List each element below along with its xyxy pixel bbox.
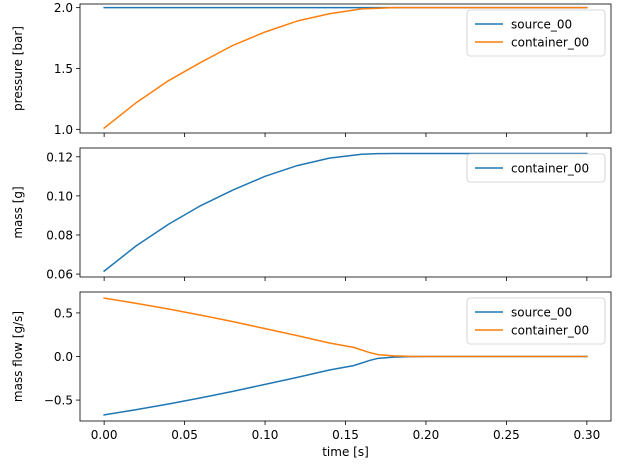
subplot-1: 1.0 1.5 2.0 pressure [bar] source_00 containe… (11, 1, 612, 137)
x-tick-label: 0.05 (171, 428, 198, 442)
y-tick-label: 0.5 (54, 306, 73, 320)
legend-label: source_00 (511, 306, 572, 320)
legend: container_00 (466, 153, 606, 183)
series-line-container-00 (103, 297, 588, 358)
legend-label: container_00 (511, 162, 589, 176)
y-axis-label: pressure [bar] (11, 26, 25, 111)
legend-box (466, 9, 606, 57)
y-tick-label: 0.06 (46, 268, 73, 282)
x-tick-label: 0.00 (91, 428, 118, 442)
x-tick-label: 0.20 (413, 428, 440, 442)
series-line-container-00 (103, 152, 588, 273)
subplot-3: 0.00 0.05 0.10 0.15 0.20 0.25 0.30 −0.5 0.0 0.5 ma… (11, 291, 612, 459)
legend-box (466, 153, 606, 183)
y-axis-label: mass flow [g/s] (11, 311, 25, 402)
y-tick-label: 0.12 (46, 150, 73, 164)
y-tick-label: 0.08 (46, 228, 73, 242)
legend-box (466, 297, 606, 345)
y-tick-label: 0.0 (54, 350, 73, 364)
legend-label: container_00 (511, 324, 589, 338)
x-tick-label: 0.10 (252, 428, 279, 442)
y-tick-label: 2.0 (54, 1, 73, 15)
subplot-2: 0.06 0.08 0.10 0.12 mass [g] container_00 (11, 147, 612, 282)
x-tick-label: 0.30 (574, 428, 601, 442)
x-axis-label: time [s] (322, 445, 369, 459)
legend-label: container_00 (511, 36, 589, 50)
x-tick-label: 0.25 (493, 428, 520, 442)
y-tick-label: 1.5 (54, 62, 73, 76)
series-line-container-00 (103, 6, 588, 130)
legend: source_00 container_00 (466, 297, 606, 345)
legend-label: source_00 (511, 18, 572, 32)
series-line-source-00 (103, 355, 588, 416)
y-tick-label: −0.5 (44, 394, 73, 408)
legend: source_00 container_00 (466, 9, 606, 57)
y-tick-label: 0.10 (46, 189, 73, 203)
y-axis-label: mass [g] (11, 186, 25, 238)
y-tick-label: 1.0 (54, 123, 73, 137)
x-tick-label: 0.15 (332, 428, 359, 442)
